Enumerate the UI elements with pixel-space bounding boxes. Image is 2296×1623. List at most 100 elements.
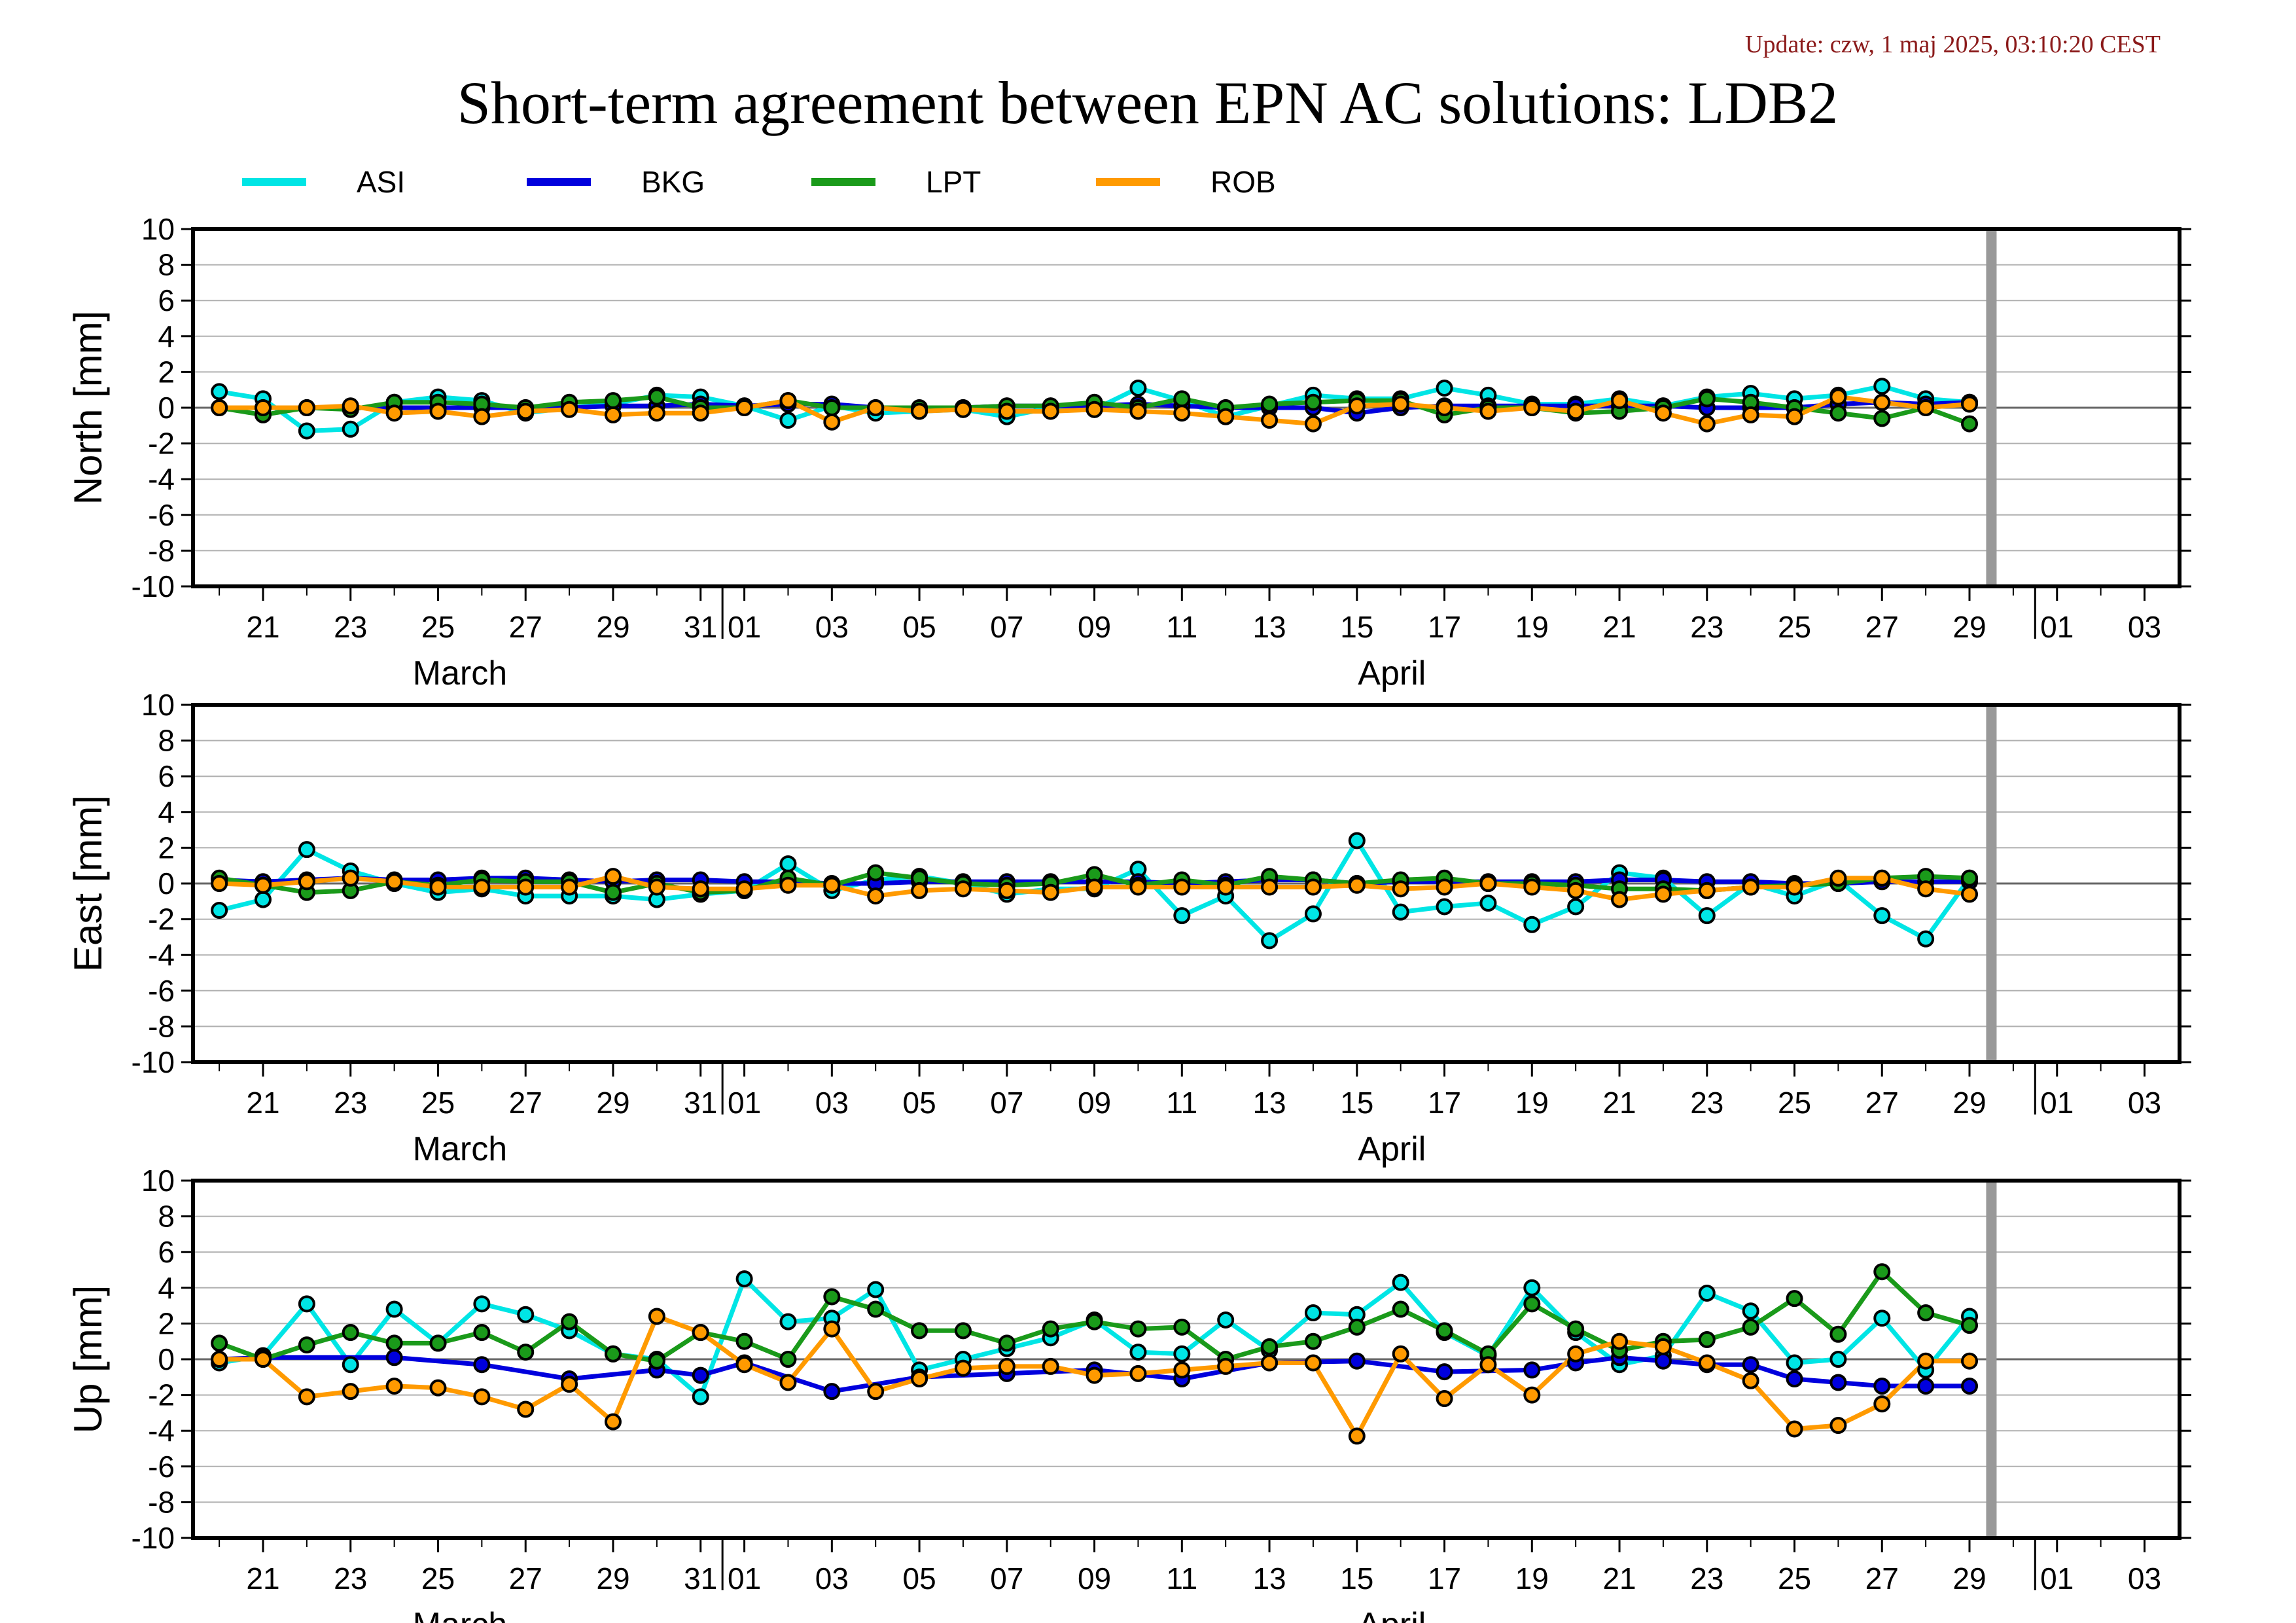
- x-tick-label: 11: [1166, 1561, 1197, 1596]
- data-point-rob: [211, 875, 228, 892]
- data-point-rob: [429, 402, 447, 420]
- data-point-rob: [1567, 402, 1585, 420]
- data-point-rob: [473, 1388, 491, 1406]
- data-point-rob: [517, 878, 535, 896]
- x-tick-label: 25: [1778, 1086, 1811, 1120]
- data-point-bkg: [692, 1366, 709, 1384]
- x-tick-label: 23: [1690, 1561, 1723, 1596]
- data-point-lpt: [1873, 1263, 1891, 1281]
- data-point-rob: [1304, 878, 1322, 896]
- data-point-lpt: [823, 399, 841, 416]
- y-tick-label: -10: [132, 1521, 175, 1555]
- month-label: April: [1358, 1606, 1426, 1623]
- data-point-rob: [385, 404, 403, 422]
- data-point-rob: [1042, 883, 1059, 901]
- data-point-bkg: [473, 1356, 491, 1374]
- data-point-bkg: [1742, 1356, 1759, 1374]
- data-point-rob: [561, 1376, 578, 1393]
- data-point-asi: [1917, 930, 1935, 948]
- data-point-lpt: [298, 1336, 315, 1354]
- x-tick-label: 21: [246, 1561, 279, 1596]
- x-tick-label: 23: [1690, 1086, 1723, 1120]
- y-tick-label: 4: [158, 319, 175, 353]
- data-point-lpt: [1698, 1330, 1716, 1348]
- data-point-bkg: [1917, 1377, 1935, 1395]
- data-point-asi: [298, 422, 315, 440]
- data-point-asi: [1873, 1310, 1891, 1327]
- data-point-rob: [604, 406, 622, 423]
- data-point-bkg: [1436, 1363, 1453, 1381]
- data-point-lpt: [1261, 395, 1279, 413]
- data-point-rob: [1523, 878, 1541, 896]
- x-tick-label: 09: [1078, 1086, 1111, 1120]
- x-tick-label: 07: [990, 1086, 1023, 1120]
- data-point-asi: [735, 1270, 753, 1288]
- chart-title: Short-term agreement between EPN AC solu…: [457, 69, 1839, 136]
- x-tick-label: 29: [596, 1086, 629, 1120]
- data-point-rob: [1873, 869, 1891, 887]
- data-point-rob: [1611, 1332, 1629, 1350]
- data-point-rob: [1742, 406, 1759, 423]
- legend-label: LPT: [926, 165, 981, 199]
- data-point-asi: [385, 1300, 403, 1318]
- x-tick-label: 13: [1252, 1086, 1286, 1120]
- data-point-lpt: [911, 1322, 928, 1340]
- data-point-lpt: [1086, 1313, 1103, 1330]
- x-tick-label: 21: [1602, 1561, 1636, 1596]
- data-point-rob: [1436, 399, 1453, 416]
- data-point-rob: [1479, 1356, 1497, 1374]
- data-point-rob: [1304, 415, 1322, 433]
- data-point-asi: [1173, 1345, 1191, 1363]
- legend-label: ROB: [1210, 165, 1276, 199]
- data-point-lpt: [517, 1344, 535, 1361]
- y-tick-label: 10: [141, 688, 175, 722]
- data-point-asi: [692, 1388, 709, 1406]
- data-point-rob: [1129, 1364, 1147, 1382]
- data-point-rob: [911, 1370, 928, 1388]
- data-point-lpt: [1523, 1295, 1541, 1313]
- data-point-rob: [823, 413, 841, 431]
- x-tick-label: 29: [596, 610, 629, 644]
- y-tick-label: -8: [148, 1009, 175, 1043]
- data-point-rob: [1479, 875, 1497, 892]
- x-tick-label: 31: [684, 1086, 717, 1120]
- data-point-asi: [254, 891, 272, 908]
- data-point-lpt: [1348, 1318, 1366, 1336]
- data-point-rob: [473, 408, 491, 425]
- data-point-lpt: [1829, 404, 1847, 422]
- y-tick-label: 8: [158, 248, 175, 282]
- data-point-rob: [385, 873, 403, 891]
- data-point-bkg: [1961, 1377, 1979, 1395]
- data-point-rob: [1392, 395, 1409, 413]
- data-point-rob: [1917, 880, 1935, 898]
- data-point-lpt: [1304, 1332, 1322, 1350]
- x-tick-label: 21: [1602, 1086, 1636, 1120]
- data-point-rob: [1436, 1390, 1453, 1408]
- y-tick-label: 6: [158, 1235, 175, 1269]
- data-point-rob: [911, 882, 928, 899]
- y-tick-label: -4: [148, 938, 175, 972]
- x-tick-label: 03: [2128, 610, 2161, 644]
- x-tick-label: 27: [509, 1086, 542, 1120]
- data-point-asi: [473, 1295, 491, 1313]
- data-point-rob: [648, 404, 665, 422]
- data-point-rob: [735, 1356, 753, 1374]
- data-point-rob: [1129, 402, 1147, 420]
- data-point-rob: [692, 880, 709, 898]
- data-point-rob: [1742, 878, 1759, 896]
- y-tick-label: 8: [158, 1200, 175, 1234]
- month-label: March: [413, 654, 507, 692]
- y-tick-label: 0: [158, 1342, 175, 1376]
- data-point-asi: [211, 383, 228, 401]
- data-point-bkg: [1786, 1370, 1803, 1388]
- data-point-lpt: [648, 1352, 665, 1370]
- x-tick-label: 25: [421, 610, 455, 644]
- data-point-asi: [298, 841, 315, 859]
- month-label: April: [1358, 654, 1426, 692]
- month-label: March: [413, 1606, 507, 1623]
- data-point-lpt: [1786, 1290, 1803, 1308]
- data-point-bkg: [1873, 1377, 1891, 1395]
- x-tick-label: 17: [1428, 1086, 1461, 1120]
